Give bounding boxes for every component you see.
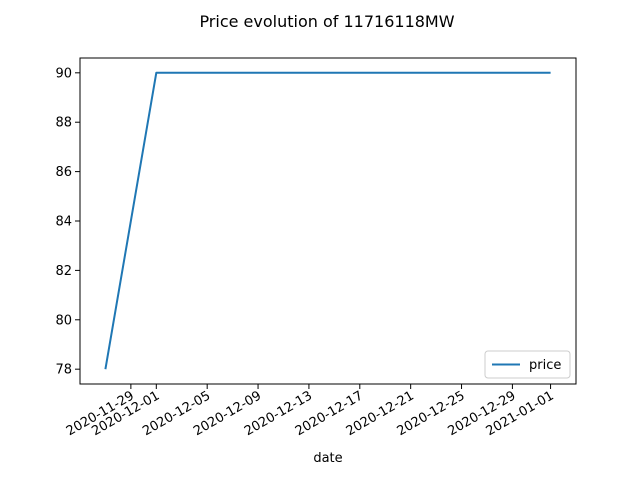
y-tick-label: 80 — [55, 313, 72, 328]
y-tick-label: 84 — [55, 215, 72, 230]
series-layer — [104, 71, 551, 370]
x-axis: 2020-11-292020-12-012020-12-052020-12-09… — [64, 384, 557, 439]
y-tick-label: 82 — [55, 264, 72, 279]
chart-title: Price evolution of 11716118MW — [199, 12, 454, 31]
x-axis-label: date — [313, 451, 342, 466]
series-line-price — [104, 71, 551, 370]
y-tick-label: 86 — [55, 165, 72, 180]
legend-box — [484, 350, 571, 379]
plot-area — [80, 58, 576, 384]
y-tick-label: 90 — [55, 66, 72, 81]
y-tick-label: 78 — [55, 363, 72, 378]
y-tick-label: 88 — [55, 116, 72, 131]
legend-label-price: price — [529, 358, 561, 373]
plot-frame — [79, 57, 577, 385]
y-axis: 78 80 82 84 86 88 90 — [55, 66, 80, 378]
legend: price — [484, 350, 571, 379]
